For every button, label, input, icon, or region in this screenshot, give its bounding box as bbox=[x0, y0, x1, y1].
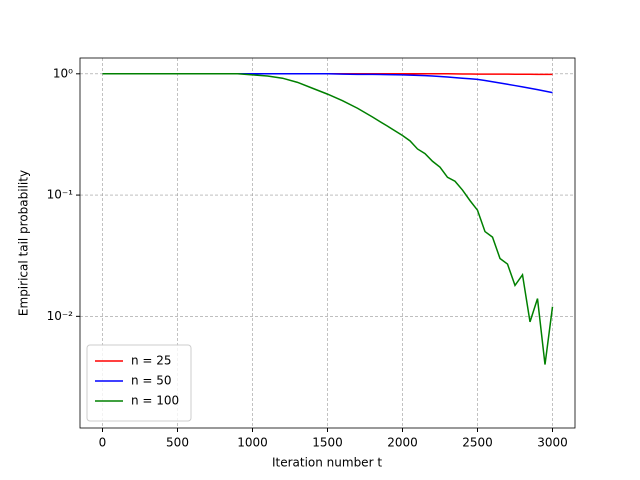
x-tick-label: 3000 bbox=[537, 436, 568, 450]
x-tick-label: 2500 bbox=[462, 436, 493, 450]
x-tick-label: 500 bbox=[166, 436, 189, 450]
x-tick-label: 0 bbox=[99, 436, 107, 450]
legend-label: n = 50 bbox=[131, 374, 172, 388]
x-tick-label: 2000 bbox=[387, 436, 418, 450]
x-tick-label: 1500 bbox=[312, 436, 343, 450]
y-tick-label: 10⁻² bbox=[47, 309, 74, 323]
y-axis-label: Empirical tail probability bbox=[17, 170, 31, 316]
y-tick-label: 10⁻¹ bbox=[47, 188, 74, 202]
legend-label: n = 25 bbox=[131, 354, 172, 368]
plot-frame bbox=[79, 57, 576, 429]
y-tick-label: 10⁰ bbox=[53, 66, 73, 80]
data-line bbox=[102, 73, 554, 365]
x-tick-label: 1000 bbox=[237, 436, 268, 450]
legend-box bbox=[86, 344, 192, 422]
legend-label: n = 100 bbox=[131, 394, 179, 408]
x-axis-label: Iteration number t bbox=[272, 456, 382, 470]
